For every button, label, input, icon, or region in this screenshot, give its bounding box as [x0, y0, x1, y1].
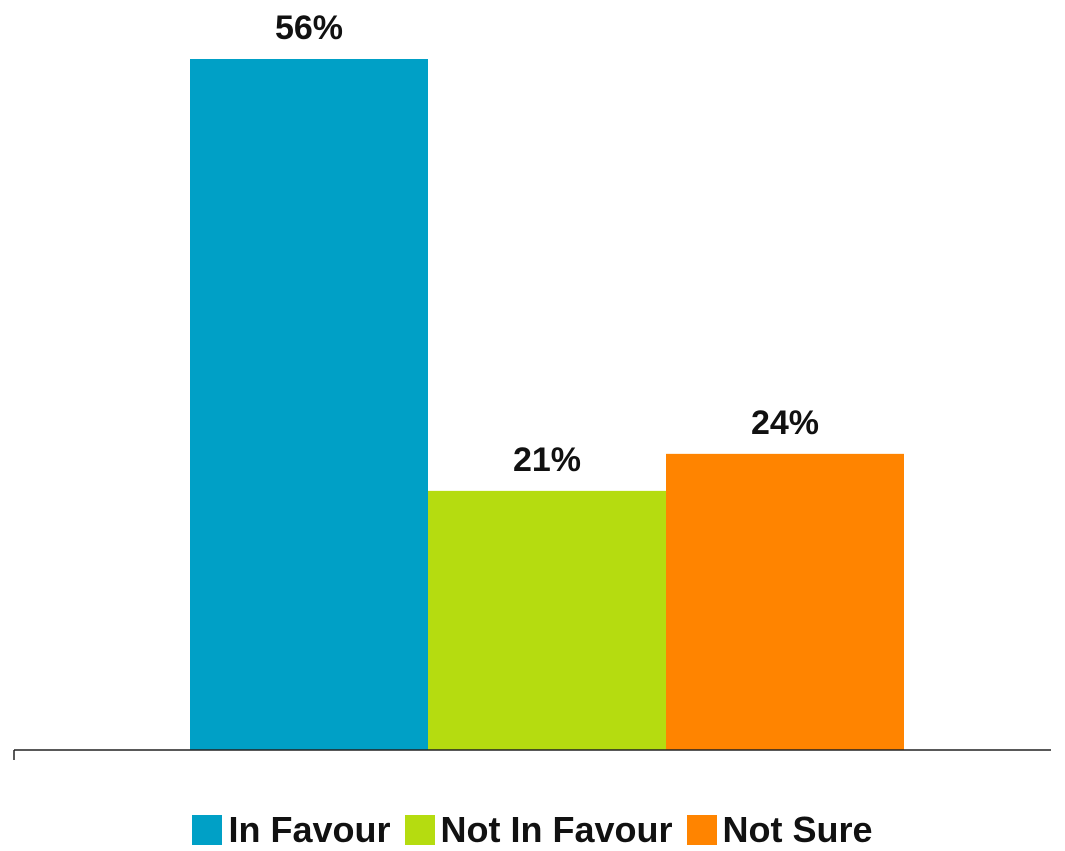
legend: In Favour Not In Favour Not Sure — [0, 812, 1065, 848]
legend-label-not-in-favour: Not In Favour — [440, 809, 673, 850]
legend-item-not-sure: Not Sure — [686, 809, 873, 850]
legend-swatch-in-favour — [192, 815, 223, 845]
value-label-in-favour: 56% — [275, 9, 343, 47]
legend-label-in-favour: In Favour — [228, 809, 391, 850]
bar-not-in-favour — [428, 490, 666, 750]
legend-swatch-not-sure — [686, 815, 717, 845]
bars-group — [190, 59, 904, 750]
bar-in-favour — [190, 59, 428, 750]
bar-not-sure — [666, 453, 904, 750]
legend-swatch-not-in-favour — [404, 815, 435, 845]
value-label-not-sure: 24% — [751, 404, 819, 442]
legend-label-not-sure: Not Sure — [722, 809, 873, 850]
value-label-not-in-favour: 21% — [513, 441, 581, 479]
legend-item-not-in-favour: Not In Favour — [404, 809, 673, 850]
value-labels-group: 56% 21% 24% — [275, 9, 819, 479]
legend-item-in-favour: In Favour — [192, 809, 391, 850]
